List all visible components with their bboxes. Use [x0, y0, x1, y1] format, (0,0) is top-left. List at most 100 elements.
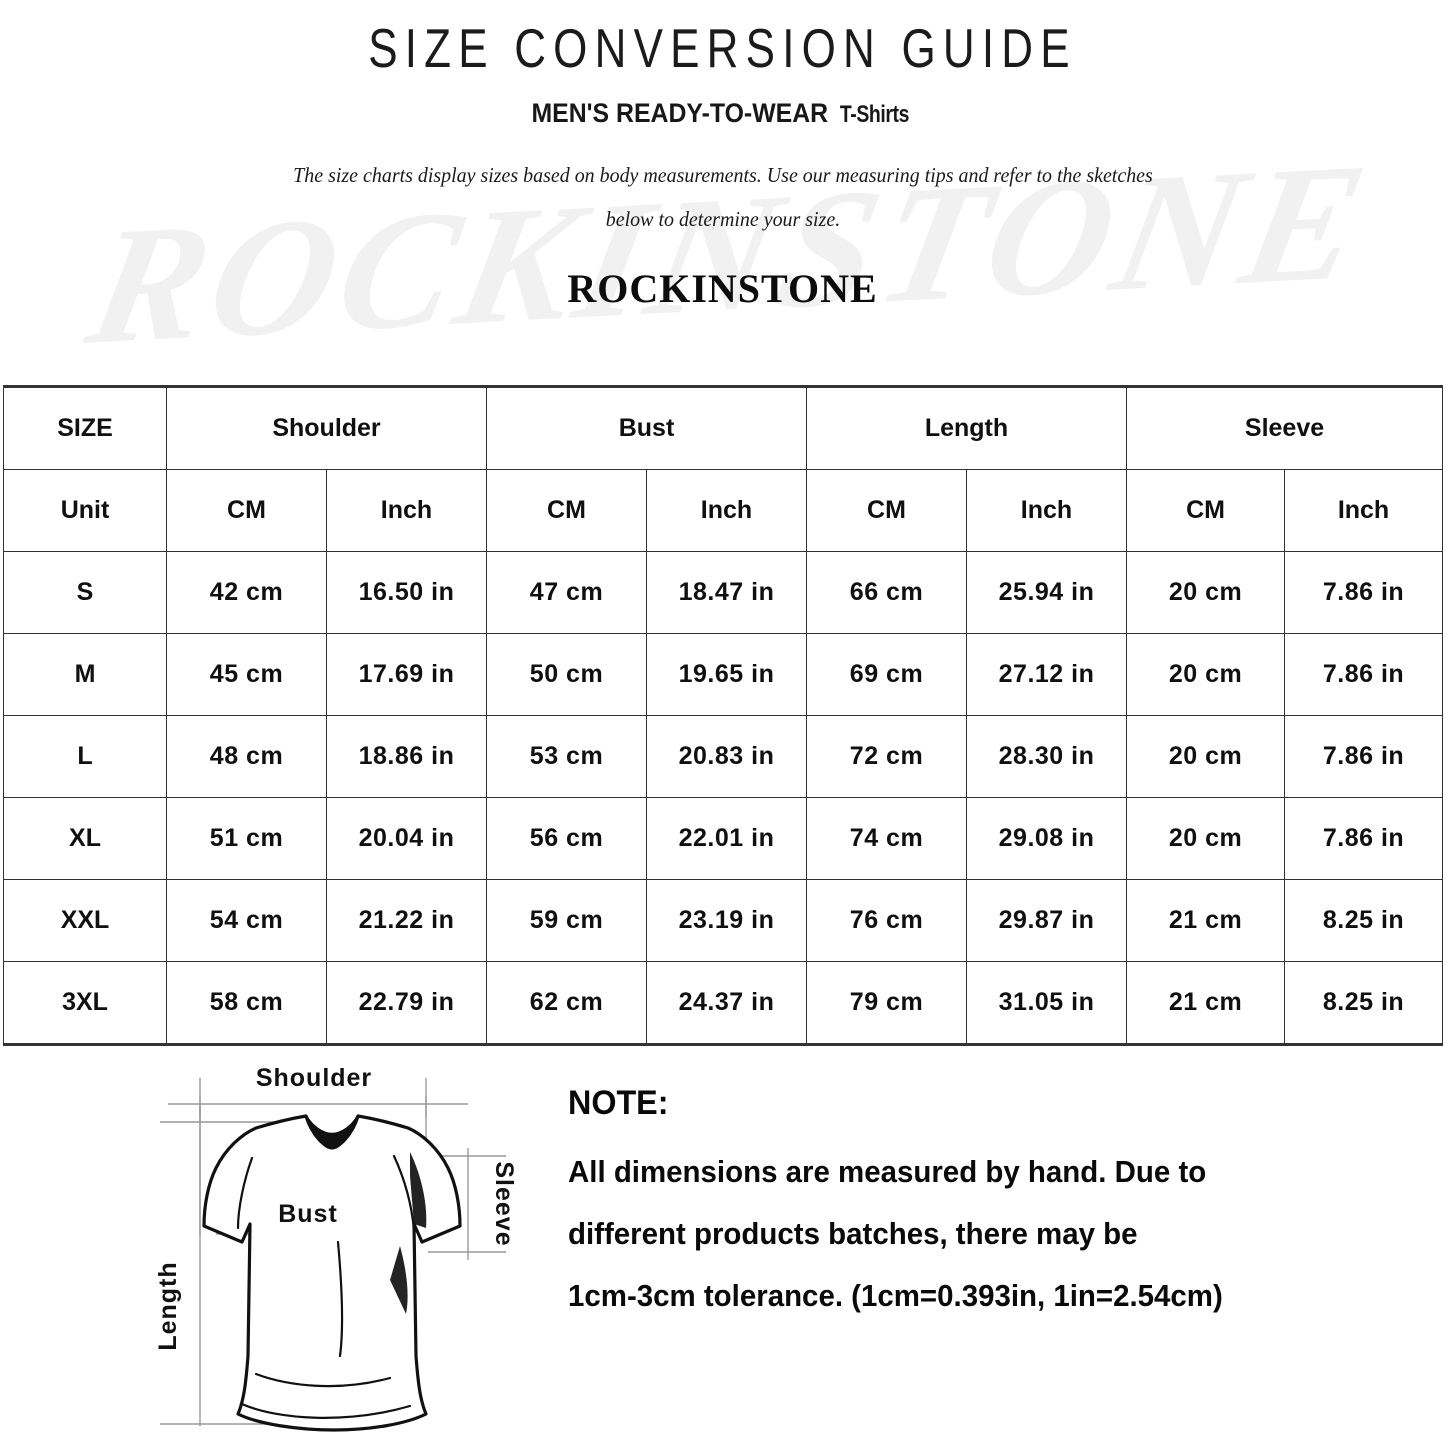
cell-shoulder-inch: 20.04 in [326, 797, 487, 880]
cell-shoulder-cm: 48 cm [166, 715, 327, 798]
cell-sleeve-inch: 8.25 in [1284, 961, 1444, 1046]
row-size-label: S [3, 551, 167, 634]
cell-sleeve-inch: 7.86 in [1284, 797, 1444, 880]
header-bust-cm: CM [486, 469, 647, 552]
intro-paragraph: The size charts display sizes based on b… [257, 153, 1188, 241]
table-row: XL 51 cm 20.04 in 56 cm 22.01 in 74 cm 2… [3, 797, 1444, 880]
size-conversion-table: SIZE Shoulder Bust Length Sleeve Unit CM… [3, 385, 1444, 1046]
cell-shoulder-inch: 17.69 in [326, 633, 487, 716]
cell-sleeve-cm: 21 cm [1126, 961, 1286, 1046]
cell-bust-cm: 62 cm [486, 961, 647, 1046]
cell-sleeve-cm: 20 cm [1126, 797, 1286, 880]
cell-length-inch: 28.30 in [965, 715, 1128, 798]
header-size: SIZE [3, 385, 167, 470]
tshirt-measurement-diagram: Shoulder Bust Length Sleeve [138, 1056, 528, 1445]
diagram-label-length: Length [154, 1261, 182, 1350]
header-group-bust: Bust [486, 385, 807, 470]
cell-sleeve-cm: 20 cm [1126, 715, 1286, 798]
cell-length-cm: 74 cm [806, 797, 967, 880]
cell-length-cm: 69 cm [806, 633, 967, 716]
cell-length-inch: 29.87 in [965, 879, 1128, 962]
cell-bust-cm: 53 cm [486, 715, 647, 798]
cell-length-cm: 66 cm [806, 551, 967, 634]
table-group-header-row: SIZE Shoulder Bust Length Sleeve [3, 385, 1444, 470]
header-group-length: Length [805, 385, 1128, 470]
row-size-label: M [3, 633, 167, 716]
cell-bust-inch: 22.01 in [646, 797, 807, 880]
cell-length-inch: 29.08 in [965, 797, 1128, 880]
table-unit-header-row: Unit CM Inch CM Inch CM Inch CM Inch [3, 469, 1444, 552]
cell-bust-cm: 50 cm [486, 633, 647, 716]
subtitle-category: MEN'S READY-TO-WEAR [531, 98, 829, 128]
header-sleeve-cm: CM [1126, 469, 1286, 552]
diagram-label-bust: Bust [278, 1200, 338, 1228]
diagram-label-sleeve: Sleeve [490, 1161, 518, 1246]
cell-bust-inch: 20.83 in [646, 715, 807, 798]
header-shoulder-inch: Inch [326, 469, 487, 552]
cell-shoulder-cm: 45 cm [166, 633, 327, 716]
page-subtitle: MEN'S READY-TO-WEAR T-Shirts [58, 98, 1387, 129]
note-line-1: All dimensions are measured by hand. Due… [568, 1154, 1207, 1189]
header-group-sleeve: Sleeve [1126, 385, 1444, 470]
header-length-cm: CM [806, 469, 967, 552]
cell-length-inch: 31.05 in [965, 961, 1128, 1046]
bottom-section: Shoulder Bust Length Sleeve NOTE: All di… [0, 1048, 1445, 1445]
header-unit: Unit [3, 469, 167, 552]
header-shoulder-cm: CM [166, 469, 327, 552]
table-row: L 48 cm 18.86 in 53 cm 20.83 in 72 cm 28… [3, 715, 1444, 798]
note-line-2: different products batches, there may be [568, 1216, 1138, 1251]
table-row: XXL 54 cm 21.22 in 59 cm 23.19 in 76 cm … [3, 879, 1444, 962]
size-table-container: SIZE Shoulder Bust Length Sleeve Unit CM… [3, 385, 1444, 1046]
row-size-label: XL [3, 797, 167, 880]
cell-length-cm: 72 cm [806, 715, 967, 798]
cell-sleeve-inch: 8.25 in [1284, 879, 1444, 962]
cell-length-cm: 76 cm [806, 879, 967, 962]
cell-sleeve-inch: 7.86 in [1284, 551, 1444, 634]
cell-bust-inch: 18.47 in [646, 551, 807, 634]
intro-line-2: below to determine your size. [605, 207, 840, 231]
cell-shoulder-inch: 21.22 in [326, 879, 487, 962]
cell-length-inch: 27.12 in [965, 633, 1128, 716]
tshirt-diagram-svg: Shoulder Bust Length Sleeve [154, 1064, 518, 1432]
note-line-3: 1cm-3cm tolerance. (1cm=0.393in, 1in=2.5… [568, 1278, 1223, 1313]
cell-sleeve-inch: 7.86 in [1284, 715, 1444, 798]
table-row: S 42 cm 16.50 in 47 cm 18.47 in 66 cm 25… [3, 551, 1444, 634]
cell-length-cm: 79 cm [806, 961, 967, 1046]
diagram-label-shoulder: Shoulder [256, 1064, 372, 1092]
row-size-label: XXL [3, 879, 167, 962]
cell-bust-cm: 56 cm [486, 797, 647, 880]
cell-bust-cm: 47 cm [486, 551, 647, 634]
header-bust-inch: Inch [646, 469, 807, 552]
cell-shoulder-cm: 58 cm [166, 961, 327, 1046]
table-row: M 45 cm 17.69 in 50 cm 19.65 in 69 cm 27… [3, 633, 1444, 716]
row-size-label: 3XL [3, 961, 167, 1046]
page-title: SIZE CONVERSION GUIDE [368, 17, 1077, 79]
cell-shoulder-inch: 22.79 in [326, 961, 487, 1046]
cell-shoulder-cm: 54 cm [166, 879, 327, 962]
cell-bust-inch: 19.65 in [646, 633, 807, 716]
cell-shoulder-cm: 42 cm [166, 551, 327, 634]
cell-sleeve-cm: 20 cm [1126, 551, 1286, 634]
note-body: All dimensions are measured by hand. Due… [568, 1141, 1357, 1327]
cell-bust-cm: 59 cm [486, 879, 647, 962]
brand-name: ROCKINSTONE [567, 266, 878, 311]
cell-sleeve-cm: 21 cm [1126, 879, 1286, 962]
header-group-shoulder: Shoulder [166, 385, 487, 470]
cell-shoulder-inch: 18.86 in [326, 715, 487, 798]
subtitle-product: T-Shirts [839, 101, 910, 128]
header-length-inch: Inch [965, 469, 1128, 552]
cell-bust-inch: 24.37 in [646, 961, 807, 1046]
table-row: 3XL 58 cm 22.79 in 62 cm 24.37 in 79 cm … [3, 961, 1444, 1046]
cell-shoulder-inch: 16.50 in [326, 551, 487, 634]
cell-shoulder-cm: 51 cm [166, 797, 327, 880]
header-sleeve-inch: Inch [1284, 469, 1444, 552]
page-header: SIZE CONVERSION GUIDE MEN'S READY-TO-WEA… [0, 16, 1445, 312]
intro-line-1: The size charts display sizes based on b… [292, 163, 1153, 187]
cell-sleeve-cm: 20 cm [1126, 633, 1286, 716]
cell-length-inch: 25.94 in [965, 551, 1128, 634]
note-block: NOTE: All dimensions are measured by han… [568, 1084, 1398, 1327]
cell-bust-inch: 23.19 in [646, 879, 807, 962]
row-size-label: L [3, 715, 167, 798]
cell-sleeve-inch: 7.86 in [1284, 633, 1444, 716]
